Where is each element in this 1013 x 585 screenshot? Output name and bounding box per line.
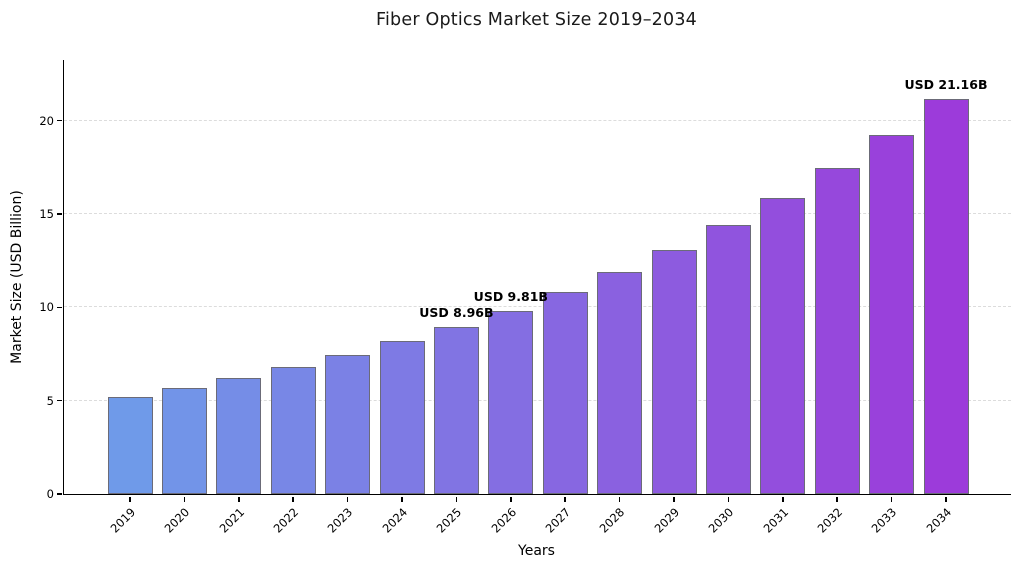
x-tick-mark-2031: [782, 497, 784, 503]
annotation-2025: USD 8.96B: [419, 304, 494, 320]
x-tick-label-text: 2020: [161, 505, 193, 536]
x-tick-mark-2023: [346, 497, 349, 503]
y-tick-label-0: 0: [46, 487, 54, 501]
x-tick-label-text: 2027: [542, 505, 574, 536]
x-tick-label-text: 2032: [814, 505, 846, 536]
bar-2031: [760, 197, 806, 494]
y-tick-mark-5: [57, 399, 63, 402]
chart-title: Fiber Optics Market Size 2019–2034: [375, 10, 698, 30]
bar-2033: [869, 135, 915, 494]
annotation-2034: USD 21.16B: [904, 77, 988, 93]
x-tick-label-text: 2022: [270, 505, 302, 536]
x-tick-mark-2033: [890, 497, 893, 503]
y-tick-mark-15: [57, 213, 63, 215]
x-tick-label-text: 2029: [651, 505, 682, 536]
x-tick-mark-2030: [727, 497, 730, 503]
x-tick-mark-2022: [292, 497, 294, 503]
x-tick-label-text: 2023: [324, 505, 356, 536]
y-axis-label: Market Size (USD Billion): [9, 190, 25, 364]
bar-2019: [107, 396, 153, 494]
bar-2030: [705, 225, 751, 494]
bar-2021: [216, 377, 262, 494]
x-tick-mark-2019: [129, 497, 131, 503]
bar-2029: [651, 249, 697, 494]
y-tick-mark-20: [57, 119, 63, 122]
x-tick-mark-2032: [836, 497, 838, 503]
gridline-y-15: [64, 213, 1011, 214]
x-tick-label-text: 2024: [379, 505, 410, 536]
bar-2020: [161, 387, 207, 494]
bar-2028: [597, 272, 643, 494]
annotation-2026: USD 9.81B: [473, 288, 548, 304]
x-tick-mark-2024: [401, 497, 403, 503]
x-tick-label-text: 2019: [107, 505, 138, 536]
y-tick-label-20: 20: [39, 113, 54, 128]
x-tick-label-text: 2034: [923, 505, 954, 536]
gridline-y-10: [64, 306, 1011, 308]
y-tick-mark-10: [57, 306, 63, 309]
y-tick-label-15: 15: [39, 207, 54, 221]
plot-area: 0 5 10 15 20 2019 2020 2021 2022 2023 2024 2025 2026…: [39, 60, 1011, 536]
bar-2025: [433, 326, 479, 494]
x-tick-label-text: 2026: [488, 505, 519, 536]
x-tick-label-text: 2033: [868, 505, 900, 536]
x-tick-label-text: 2025: [433, 505, 465, 536]
x-tick-mark-2034: [945, 497, 947, 503]
x-axis-label: Years: [518, 543, 555, 559]
x-tick-label-text: 2028: [596, 505, 628, 536]
gridline-y-5: [64, 399, 1011, 401]
bar-2032: [814, 168, 860, 494]
x-tick-mark-2027: [564, 497, 566, 503]
bar-2026: [488, 310, 534, 494]
x-tick-label-text: 2030: [705, 505, 737, 536]
bar-2027: [542, 292, 588, 494]
bar-2022: [270, 366, 316, 494]
x-tick-mark-2029: [673, 497, 675, 503]
x-tick-label-text: 2021: [216, 505, 247, 536]
x-tick-label-text: 2031: [760, 505, 791, 536]
bar-2034: [923, 99, 969, 494]
x-tick-mark-2021: [238, 497, 240, 503]
bar-2024: [379, 341, 425, 494]
y-tick-label-5: 5: [46, 393, 54, 408]
gridline-y-20: [64, 119, 1011, 121]
x-tick-mark-2020: [183, 497, 186, 503]
x-tick-mark-2026: [510, 497, 512, 503]
bar-2023: [325, 354, 371, 494]
x-tick-mark-2028: [618, 497, 621, 503]
x-tick-mark-2025: [455, 497, 458, 503]
y-tick-label-10: 10: [39, 300, 54, 315]
y-tick-mark-0: [57, 493, 63, 495]
